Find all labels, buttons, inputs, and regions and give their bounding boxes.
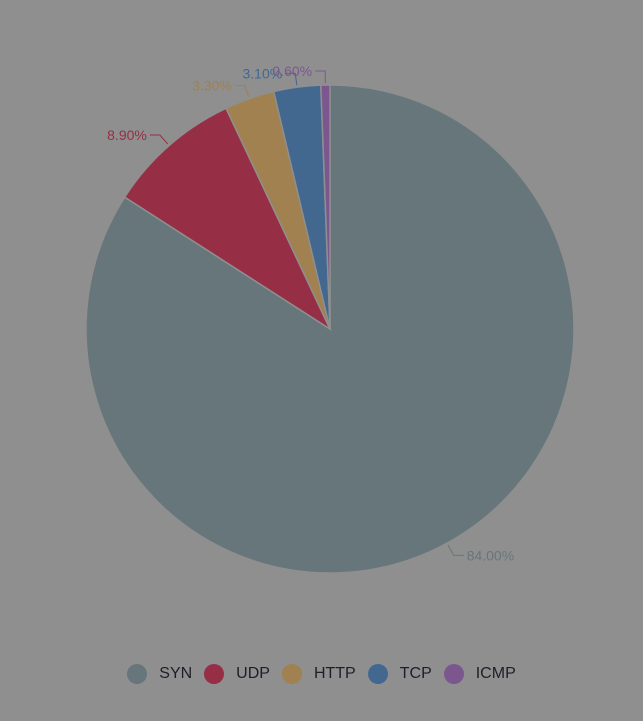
leader-line — [285, 72, 298, 86]
legend-label: ICMP — [475, 665, 516, 682]
pie-slice-syn[interactable] — [85, 84, 575, 574]
pie-slice-icmp[interactable] — [320, 84, 331, 330]
legend-dot-icon — [127, 664, 148, 684]
legend-dot-icon — [204, 664, 225, 684]
legend-item-http[interactable]: HTTP — [281, 664, 356, 684]
slice-label: 84.00% — [467, 547, 514, 563]
leader-line — [149, 134, 169, 145]
slice-label: 3.30% — [192, 77, 232, 93]
legend-dot-icon — [281, 664, 302, 684]
legend-item-udp[interactable]: UDP — [204, 664, 270, 684]
slice-label: 3.10% — [243, 65, 283, 81]
slice-label: 0.60% — [272, 63, 312, 79]
legend-item-tcp[interactable]: TCP — [367, 664, 432, 684]
legend-item-icmp[interactable]: ICMP — [443, 664, 516, 684]
legend-label: TCP — [399, 665, 432, 682]
leader-line — [447, 544, 464, 556]
legend-dot-icon — [367, 664, 388, 684]
pie-slice-udp[interactable] — [123, 107, 332, 332]
leader-line — [315, 70, 326, 84]
legend-label: UDP — [236, 665, 270, 682]
legend-dot-icon — [443, 664, 464, 684]
slice-label: 8.90% — [107, 127, 147, 143]
chart-legend: SYN UDP HTTP TCP ICMP — [0, 664, 643, 684]
legend-label: HTTP — [313, 665, 356, 682]
legend-item-syn[interactable]: SYN — [127, 664, 192, 684]
legend-label: SYN — [159, 665, 193, 682]
pie-chart: 84.00% 8.90% 3.30% 3.10%0.60% — [85, 63, 575, 574]
leader-line — [234, 84, 250, 97]
